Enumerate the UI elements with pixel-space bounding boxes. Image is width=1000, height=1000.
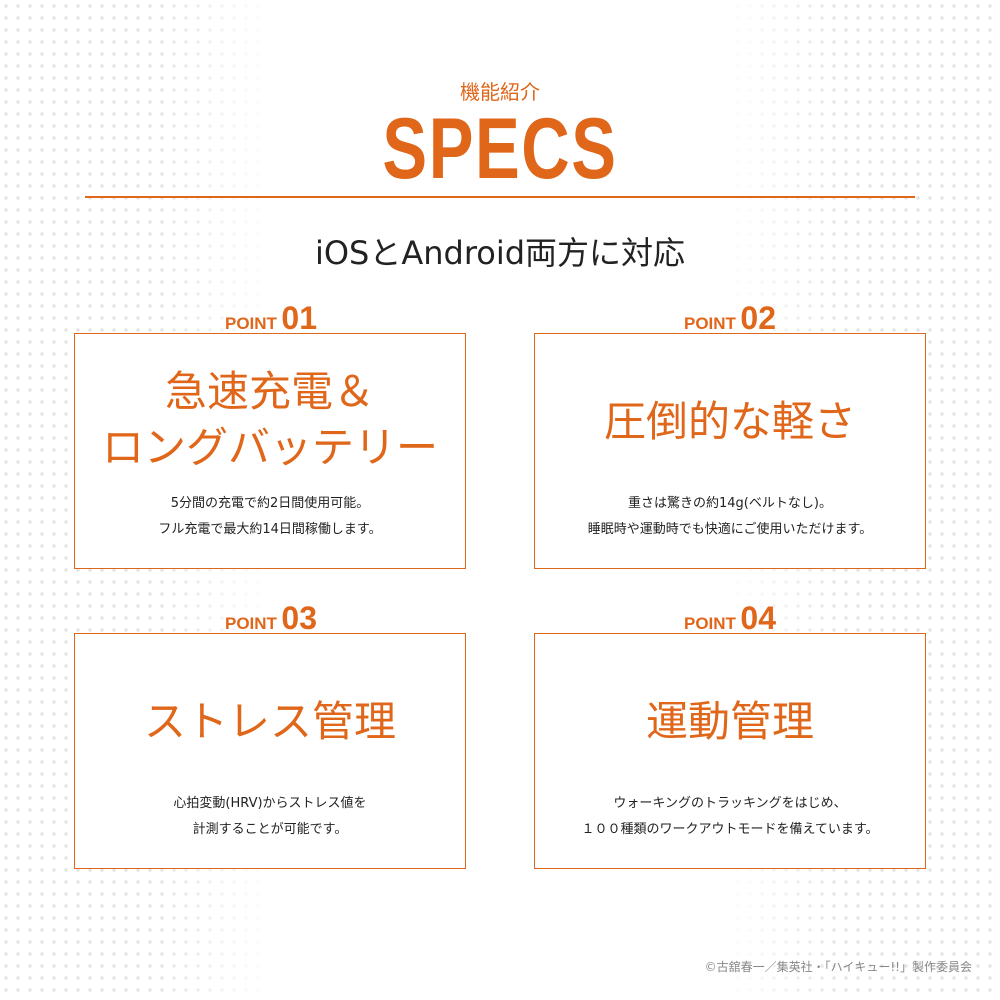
card-title: 急速充電＆	[164, 367, 375, 416]
point-04-label: POINT 04	[684, 600, 776, 636]
compatibility-text: iOSとAndroid両方に対応	[314, 234, 686, 272]
point-02-label: POINT 02	[684, 300, 776, 336]
card-desc: １００種類のワークアウトモードを備えています。	[581, 822, 879, 837]
spec-card-exercise: 運動管理 ウォーキングのトラッキングをはじめ、 １００種類のワークアウトモードを…	[534, 633, 926, 869]
spec-card-stress: ストレス管理 心拍変動(HRV)からストレス値を 計測することが可能です。	[74, 633, 466, 869]
card-desc: ウォーキングのトラッキングをはじめ、	[613, 796, 847, 811]
page-title: SPECS	[382, 101, 618, 197]
point-03-label: POINT 03	[225, 600, 317, 636]
copyright: ©古舘春一／集英社・「ハイキュー!!」製作委員会	[704, 960, 972, 974]
point-01-label: POINT 01	[225, 300, 317, 336]
section-subtitle: 機能紹介	[460, 80, 540, 104]
card-desc: 重さは驚きの約14g(ベルトなし)。	[628, 496, 832, 511]
card-desc: 5分間の充電で約2日間使用可能。	[170, 496, 370, 511]
spec-card-charging: 急速充電＆ ロングバッテリー 5分間の充電で約2日間使用可能。 フル充電で最大約…	[74, 333, 466, 569]
card-desc: フル充電で最大約14日間稼働します。	[158, 522, 382, 537]
card-desc: 計測することが可能です。	[192, 822, 348, 837]
card-title: ロングバッテリー	[101, 423, 438, 472]
card-title: ストレス管理	[143, 697, 396, 746]
card-desc: 睡眠時や運動時でも快適にご使用いただけます。	[587, 522, 873, 537]
card-title: 圧倒的な軽さ	[603, 397, 856, 446]
card-title: 運動管理	[645, 697, 814, 746]
spec-card-weight: 圧倒的な軽さ 重さは驚きの約14g(ベルトなし)。 睡眠時や運動時でも快適にご使…	[534, 333, 926, 569]
card-desc: 心拍変動(HRV)からストレス値を	[173, 796, 367, 811]
divider	[85, 196, 915, 198]
